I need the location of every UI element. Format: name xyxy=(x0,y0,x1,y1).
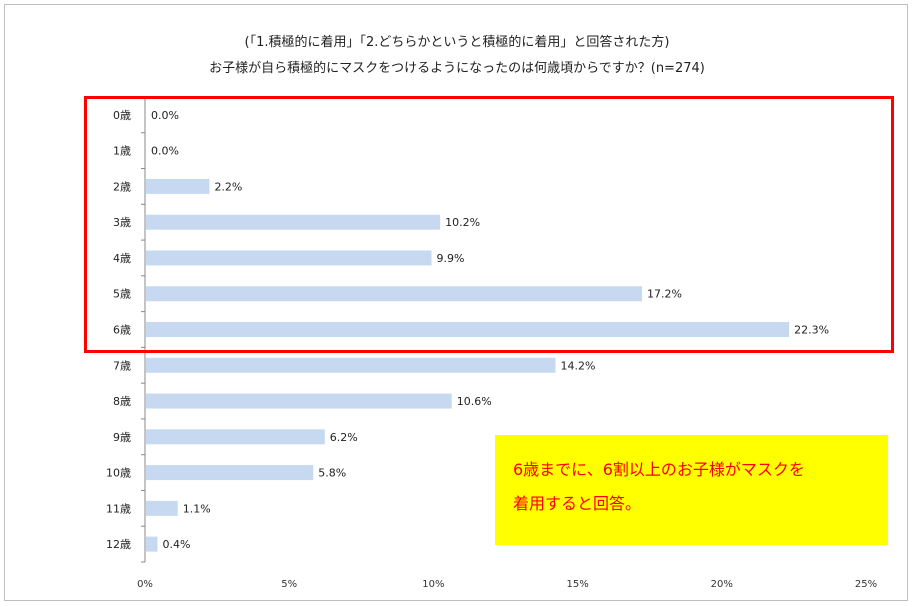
callout-line2: 着用すると回答。 xyxy=(513,494,642,513)
data-label: 9.9% xyxy=(437,252,465,265)
data-label: 17.2% xyxy=(647,288,682,301)
data-label: 10.6% xyxy=(457,395,492,408)
category-label: 7歳 xyxy=(113,359,131,372)
data-label: 1.1% xyxy=(183,502,211,515)
x-tick-label: 10% xyxy=(422,579,444,590)
category-label: 12歳 xyxy=(106,538,131,551)
category-label: 2歳 xyxy=(113,180,131,193)
bar xyxy=(146,322,790,338)
bar xyxy=(146,250,432,266)
chart-title-line2: お子様が自ら積極的にマスクをつけるようになったのは何歳頃からですか？(n=274… xyxy=(209,61,705,76)
category-label: 8歳 xyxy=(113,395,131,408)
bar xyxy=(146,286,643,302)
category-label: 11歳 xyxy=(106,502,131,515)
x-tick-label: 0% xyxy=(137,579,153,590)
bar xyxy=(146,393,452,409)
data-label: 0.0% xyxy=(151,145,179,158)
category-label: 9歳 xyxy=(113,431,131,444)
data-label: 0.0% xyxy=(151,109,179,122)
highlight-box xyxy=(84,96,894,353)
x-tick-label: 5% xyxy=(281,579,297,590)
category-label: 1歳 xyxy=(113,145,131,158)
bar xyxy=(146,500,178,516)
chart-title-line1: (「1.積極的に着用」「2.どちらかというと積極的に着用」と回答された方) xyxy=(244,35,670,50)
x-tick-label: 25% xyxy=(855,579,877,590)
callout-line1: 6歳までに、6割以上のお子様がマスクを xyxy=(513,460,805,479)
bar xyxy=(146,357,556,373)
category-label: 5歳 xyxy=(113,288,131,301)
x-tick-label: 15% xyxy=(566,579,588,590)
callout-box: 6歳までに、6割以上のお子様がマスクを 着用すると回答。 xyxy=(495,435,888,545)
category-label: 6歳 xyxy=(113,324,131,337)
data-label: 14.2% xyxy=(561,359,596,372)
bar xyxy=(146,214,441,230)
category-label: 4歳 xyxy=(113,252,131,265)
data-label: 10.2% xyxy=(445,216,480,229)
data-label: 22.3% xyxy=(794,324,829,337)
bar xyxy=(146,465,314,481)
category-label: 3歳 xyxy=(113,216,131,229)
bar xyxy=(146,536,158,552)
data-label: 6.2% xyxy=(330,431,358,444)
bar xyxy=(146,178,210,194)
x-tick-label: 20% xyxy=(711,579,733,590)
bar xyxy=(146,429,325,445)
category-label: 0歳 xyxy=(113,109,131,122)
data-label: 0.4% xyxy=(163,538,191,551)
data-label: 5.8% xyxy=(318,467,346,480)
category-label: 10歳 xyxy=(106,467,131,480)
data-label: 2.2% xyxy=(214,180,242,193)
